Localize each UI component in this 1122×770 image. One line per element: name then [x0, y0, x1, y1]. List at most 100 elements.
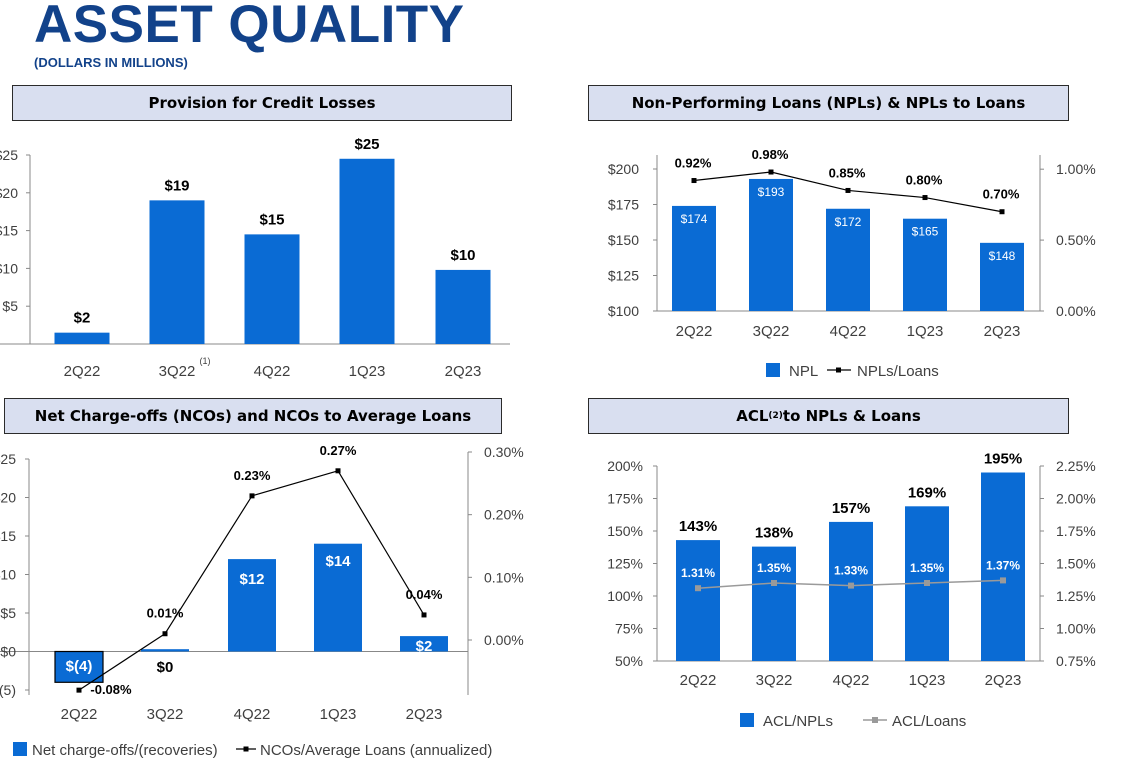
npl-ratio-data-label: 0.70%	[983, 187, 1020, 202]
nco-x-tick-label: 4Q22	[234, 706, 271, 723]
npl-x-tick-label: 2Q23	[984, 323, 1021, 340]
provision-bar	[149, 200, 205, 344]
npl-bar-data-label: $174	[681, 212, 708, 226]
provision-data-label: $19	[164, 177, 189, 194]
acl-x-tick-label: 2Q22	[680, 672, 717, 689]
nco-chart-title: Net Charge-offs (NCOs) and NCOs to Avera…	[4, 398, 502, 434]
npl-legend-swatch	[766, 363, 780, 377]
acl-bar-data-label: 195%	[984, 451, 1022, 468]
acl-bar-data-label: 157%	[832, 500, 870, 517]
provision-y-tick-label: $25	[0, 147, 18, 163]
acl-legend-label-bars: ACL/NPLs	[763, 713, 833, 730]
acl-x-tick-label: 1Q23	[909, 672, 946, 689]
nco-left-tick-label: $15	[0, 528, 16, 544]
acl-x-tick-label: 4Q22	[833, 672, 870, 689]
npl-x-tick-label: 1Q23	[907, 323, 944, 340]
npl-ratio-marker	[768, 169, 774, 175]
provision-y-tick-label: $20	[0, 185, 18, 201]
provision-x-tick-label: 4Q22	[254, 363, 291, 380]
nco-left-tick-label: $20	[0, 490, 16, 506]
nco-bar	[54, 650, 104, 683]
nco-ratio-data-label: -0.08%	[90, 682, 132, 697]
provision-bar	[244, 234, 300, 344]
nco-x-tick-label: 1Q23	[320, 706, 357, 723]
npl-bar	[672, 205, 716, 311]
acl-loans-data-label: 1.31%	[681, 566, 715, 580]
nco-bar-data-label: $(4)	[66, 658, 93, 675]
npl-x-tick-label: 3Q22	[753, 323, 790, 340]
npl-ratio-marker	[922, 195, 928, 201]
acl-loans-marker	[1000, 577, 1006, 584]
acl-legend-swatch	[740, 713, 754, 727]
acl-legend-label-line: ACL/Loans	[892, 713, 966, 730]
acl-loans-data-label: 1.35%	[910, 561, 944, 575]
nco-ratio-data-label: 0.01%	[147, 606, 184, 621]
page-title: ASSET QUALITY	[34, 0, 465, 54]
nco-left-tick-label: $25	[0, 451, 16, 467]
npl-ratio-marker	[691, 178, 697, 184]
npl-chart-title-text: Non-Performing Loans (NPLs) & NPLs to Lo…	[631, 94, 1026, 112]
acl-right-tick-label: 1.00%	[1056, 621, 1096, 637]
npl-bar	[980, 242, 1024, 311]
nco-ratio-data-label: 0.27%	[320, 443, 357, 458]
nco-ratio-marker	[421, 612, 427, 618]
nco-ratio-marker	[76, 687, 82, 693]
nco-x-tick-label: 2Q22	[61, 706, 98, 723]
nco-left-tick-label: $0	[0, 644, 16, 660]
npl-bar-data-label: $172	[835, 215, 862, 229]
acl-left-tick-label: 200%	[607, 458, 643, 474]
acl-chart-title-suffix: to NPLs & Loans	[782, 407, 921, 425]
acl-loans-marker	[771, 580, 777, 586]
nco-left-tick-label: $(5)	[0, 682, 16, 698]
acl-left-tick-label: 150%	[607, 523, 643, 539]
acl-right-tick-label: 0.75%	[1056, 653, 1096, 669]
npl-bar	[903, 218, 947, 311]
npl-left-tick-label: $150	[608, 232, 639, 248]
nco-ratio-data-label: 0.23%	[234, 468, 271, 483]
nco-ratio-marker	[335, 468, 341, 474]
acl-chart-title: ACL (2) to NPLs & Loans	[588, 398, 1069, 434]
acl-loans-marker	[848, 582, 854, 589]
provision-chart-title-text: Provision for Credit Losses	[148, 94, 376, 112]
npl-ratio-marker	[999, 209, 1005, 215]
nco-bar	[400, 636, 448, 652]
acl-right-tick-label: 1.25%	[1056, 588, 1096, 604]
nco-chart-title-text: Net Charge-offs (NCOs) and NCOs to Avera…	[34, 407, 472, 425]
nco-left-tick-label: $10	[0, 567, 16, 583]
npl-ratio-data-label: 0.92%	[675, 156, 712, 171]
provision-y-tick-label: $15	[0, 223, 18, 239]
acl-title-footnote: (2)	[768, 411, 783, 421]
npl-ratio-data-label: 0.80%	[906, 173, 943, 188]
acl-right-tick-label: 2.00%	[1056, 491, 1096, 507]
nco-left-tick-label: $5	[0, 605, 16, 621]
npl-bar-data-label: $148	[989, 249, 1016, 263]
provision-x-tick-label: 2Q23	[445, 363, 482, 380]
page-subtitle: (DOLLARS IN MILLIONS)	[34, 55, 188, 70]
npl-ratio-data-label: 0.85%	[829, 165, 866, 180]
npl-x-tick-label: 2Q22	[676, 323, 713, 340]
npl-bar	[749, 178, 793, 311]
provision-data-label: $15	[259, 211, 284, 228]
npl-ratio-data-label: 0.98%	[752, 147, 789, 162]
nco-right-tick-label: 0.10%	[484, 569, 524, 585]
acl-legend-marker	[872, 717, 878, 723]
provision-chart-title: Provision for Credit Losses	[12, 85, 512, 121]
provision-bar	[339, 158, 395, 344]
npl-left-tick-label: $125	[608, 268, 639, 284]
nco-bar-data-label: $0	[157, 659, 174, 676]
provision-y-tick-label: $5	[2, 298, 18, 314]
acl-loans-data-label: 1.35%	[757, 561, 791, 575]
acl-left-tick-label: 100%	[607, 588, 643, 604]
npl-right-tick-label: 0.00%	[1056, 303, 1096, 319]
nco-right-tick-label: 0.30%	[484, 444, 524, 460]
acl-bar	[676, 540, 720, 661]
npl-bar	[826, 208, 870, 311]
npl-left-tick-label: $100	[608, 303, 639, 319]
npl-legend-marker	[836, 367, 841, 373]
provision-data-label: $10	[450, 247, 475, 264]
provision-y-tick-label: $10	[0, 260, 18, 276]
nco-legend-label-line: NCOs/Average Loans (annualized)	[260, 742, 492, 759]
nco-x-tick-label: 2Q23	[406, 706, 443, 723]
acl-bar	[829, 521, 873, 661]
nco-ratio-data-label: 0.04%	[406, 587, 443, 602]
